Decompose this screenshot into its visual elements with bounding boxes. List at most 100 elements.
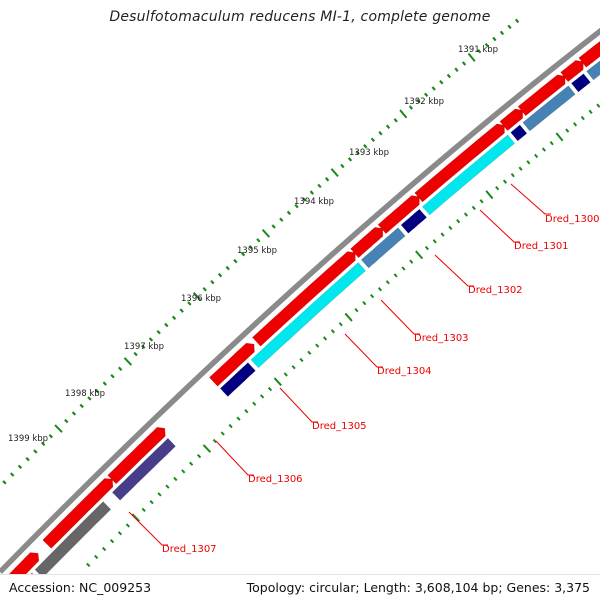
inner-minor-tick [86, 562, 91, 568]
inner-major-tick [131, 513, 141, 522]
inner-minor-tick [385, 280, 390, 285]
ruler-minor-tick [79, 403, 84, 409]
inner-major-tick [273, 377, 283, 387]
ruler-minor-tick [256, 238, 261, 243]
inner-minor-tick [165, 484, 170, 489]
reverse-gene-block[interactable] [111, 437, 176, 501]
gene-label-dred-1300[interactable]: Dred_1300 [545, 214, 600, 225]
inner-minor-tick [401, 266, 406, 271]
inner-minor-tick [440, 232, 445, 237]
forward-gene-block[interactable] [251, 251, 356, 347]
forward-gene-block[interactable] [107, 426, 166, 485]
inner-minor-tick [220, 431, 225, 436]
ruler-minor-tick [87, 396, 92, 401]
ruler-minor-tick [217, 272, 223, 278]
reverse-gene-block[interactable] [360, 227, 406, 269]
inner-minor-tick [565, 128, 570, 133]
ruler-minor-tick [102, 381, 107, 386]
gene-label-dred-1307[interactable]: Dred_1307 [162, 544, 217, 555]
inner-minor-tick [471, 205, 476, 211]
ruler-minor-tick [454, 67, 459, 72]
inner-minor-tick [549, 140, 554, 146]
ruler-label-1391: 1391 kbp [458, 45, 498, 55]
ruler-minor-tick [423, 92, 429, 98]
ruler-minor-tick [233, 258, 238, 264]
accession-text: Accession: NC_009253 [9, 580, 152, 595]
inner-minor-tick [196, 454, 202, 459]
inner-minor-tick [362, 300, 367, 306]
inner-minor-tick [267, 386, 273, 392]
gene-label-dred-1303[interactable]: Dred_1303 [414, 333, 469, 344]
reverse-gene-block[interactable] [400, 208, 428, 234]
inner-minor-tick [252, 401, 257, 406]
inner-minor-tick [173, 476, 178, 482]
ruler-minor-tick [499, 30, 505, 36]
forward-gene-block[interactable] [578, 32, 600, 68]
forward-gene-block[interactable] [414, 123, 505, 203]
gene-label-dred-1305[interactable]: Dred_1305 [312, 421, 367, 432]
gene-label-dred-1306[interactable]: Dred_1306 [248, 474, 303, 485]
reverse-gene-block[interactable] [34, 501, 112, 578]
inner-minor-tick [370, 293, 375, 299]
ruler-minor-tick [148, 337, 154, 342]
ruler-minor-tick [477, 48, 482, 54]
forward-gene-block[interactable] [350, 226, 384, 259]
inner-minor-tick [322, 336, 328, 341]
inner-minor-tick [236, 416, 241, 421]
inner-minor-tick [189, 461, 194, 466]
ruler-minor-tick [179, 308, 184, 313]
genome-backbone-arc [0, 27, 600, 574]
reverse-gene-block[interactable] [522, 85, 576, 132]
gene-label-leader-line [128, 511, 168, 546]
inner-minor-tick [244, 409, 249, 414]
forward-strand-genes [5, 32, 600, 587]
reverse-gene-block[interactable] [510, 124, 528, 142]
ruler-major-tick [192, 291, 202, 301]
inner-major-tick [344, 312, 353, 322]
gene-label-leader-line [279, 387, 318, 423]
forward-gene-block[interactable] [42, 478, 114, 549]
reverse-gene-block[interactable] [570, 73, 591, 93]
ruler-minor-tick [25, 456, 30, 462]
gene-label-dred-1302[interactable]: Dred_1302 [468, 285, 523, 296]
inner-minor-tick [109, 539, 115, 544]
forward-gene-block[interactable] [517, 74, 566, 117]
ruler-label-1397: 1397 kbp [124, 342, 164, 352]
inner-minor-tick [448, 225, 453, 231]
ruler-minor-tick [439, 79, 444, 85]
inner-minor-tick [117, 531, 123, 536]
ruler-minor-tick [94, 388, 100, 394]
ruler-minor-tick [202, 287, 207, 292]
forward-gene-block[interactable] [499, 108, 524, 132]
gene-label-dred-1304[interactable]: Dred_1304 [377, 366, 432, 377]
forward-gene-block[interactable] [208, 342, 255, 387]
inner-minor-tick [260, 394, 265, 399]
inner-minor-tick [526, 160, 531, 165]
inner-minor-tick [307, 350, 312, 355]
reverse-gene-block[interactable] [250, 262, 367, 369]
inner-minor-tick [495, 186, 500, 191]
ruler-major-tick [330, 168, 339, 178]
map-title: Desulfotomaculum reducens MI-1, complete… [109, 9, 491, 25]
inner-minor-tick [572, 122, 578, 127]
inner-minor-tick [315, 343, 320, 348]
reverse-gene-block[interactable] [219, 362, 256, 397]
forward-gene-block[interactable] [377, 195, 420, 235]
inner-minor-tick [94, 554, 99, 560]
ruler-minor-tick [33, 449, 38, 454]
ruler-minor-tick [17, 464, 23, 470]
ruler-minor-tick [347, 157, 353, 162]
inner-minor-tick [580, 115, 585, 121]
gene-label-leader-line [215, 440, 254, 476]
inner-minor-tick [409, 259, 414, 264]
ruler-minor-tick [355, 150, 360, 156]
ruler-minor-tick [408, 105, 414, 110]
reverse-gene-block[interactable] [421, 134, 516, 216]
forward-gene-block[interactable] [560, 59, 584, 83]
gene-label-dred-1301[interactable]: Dred_1301 [514, 241, 569, 252]
inner-minor-tick [181, 469, 186, 474]
ruler-minor-tick [363, 144, 368, 149]
ruler-minor-tick [461, 61, 467, 66]
